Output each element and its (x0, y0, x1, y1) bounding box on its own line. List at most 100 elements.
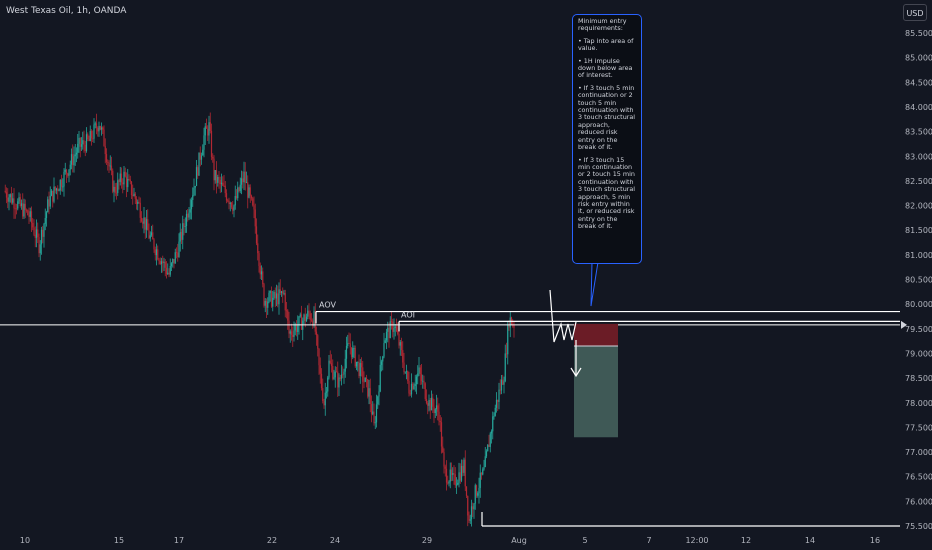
candle-body (249, 187, 251, 196)
candle-body (315, 331, 318, 336)
candle-body (244, 171, 246, 183)
candle-body (25, 209, 28, 211)
candle-body (54, 186, 56, 191)
candle-body (484, 456, 486, 468)
candle-body (38, 237, 40, 254)
candle-body (254, 209, 256, 227)
candle-body (123, 171, 125, 185)
candle-body (493, 415, 495, 417)
candle-body (118, 180, 120, 182)
time-tick-label: 17 (174, 536, 184, 545)
candle-body (20, 203, 23, 206)
candle-body (255, 226, 258, 244)
price-tick-label: 85.500 (905, 29, 932, 38)
price-tick-label: 75.500 (905, 522, 932, 531)
candle-body (40, 229, 43, 245)
currency-button[interactable]: USD (903, 4, 927, 21)
candle-body (504, 353, 506, 382)
candle-body (238, 187, 240, 192)
candle-body (137, 201, 139, 204)
candle-body (30, 211, 33, 223)
candle-body (395, 326, 398, 331)
price-tick-label: 84.500 (905, 78, 932, 87)
candle-body (243, 171, 245, 183)
candle-body (150, 232, 153, 236)
candle-body (183, 223, 185, 227)
price-tick-label: 76.500 (905, 473, 932, 482)
candle-body (69, 164, 71, 170)
candle-body (469, 519, 471, 521)
callout-heading: Minimum entry requirements: (578, 17, 627, 33)
candle-body (217, 177, 219, 183)
candle-body (355, 361, 358, 367)
price-axis[interactable]: 85.500 85.000 84.500 84.000 83.500 83.000 82.5… (905, 29, 932, 531)
candle-body (423, 380, 425, 384)
candle-body (43, 223, 45, 237)
candle-body (93, 124, 95, 139)
candle-body (62, 186, 64, 188)
candle-body (210, 130, 213, 157)
candle-body (380, 361, 383, 365)
candle-body (74, 154, 76, 157)
candle-body (72, 154, 74, 166)
time-tick-label: 15 (114, 536, 124, 545)
candle-body (443, 452, 445, 467)
candle-body (103, 129, 105, 147)
candle-body (503, 381, 505, 385)
candle-body (452, 473, 454, 475)
candle-body (372, 411, 374, 415)
candle-body (492, 416, 494, 432)
candle-body (203, 135, 205, 150)
candle-body (85, 134, 88, 152)
candle-body (159, 260, 161, 264)
candle-body (362, 367, 364, 382)
candle-body (370, 404, 373, 415)
candle-body (94, 123, 96, 125)
candle-body (130, 181, 133, 196)
candle-body (400, 342, 403, 351)
candle-body (429, 399, 431, 411)
candle-body (505, 353, 508, 355)
candle-body (145, 219, 148, 230)
candle-body (132, 195, 134, 196)
candle-body (19, 197, 21, 206)
candle-body (473, 503, 475, 510)
annotation-callout[interactable]: Minimum entry requirements: • Tap into a… (572, 14, 642, 264)
candle-body (278, 289, 280, 305)
candle-body (143, 217, 145, 224)
candle-body (272, 297, 274, 307)
candle-body (494, 407, 496, 416)
time-axis[interactable]: 10 15 17 22 24 29 Aug 5 7 12:00 12 14 16 (20, 536, 880, 545)
candle-body (60, 179, 63, 187)
candle-body (162, 261, 164, 263)
candle-body (498, 389, 500, 402)
candle-body (17, 201, 19, 209)
candle-body (435, 405, 438, 410)
candle-body (83, 140, 85, 145)
candle-body (379, 364, 381, 392)
stop-loss-zone (574, 323, 618, 347)
candle-body (225, 193, 228, 201)
candle-body (437, 405, 439, 412)
candle-body (242, 178, 244, 183)
candle-body (204, 126, 206, 136)
candle-body (448, 481, 450, 484)
candle-body (129, 179, 131, 182)
time-tick-label: 12:00 (685, 536, 708, 545)
candle-body (405, 371, 408, 373)
candle-body (394, 326, 396, 328)
price-tick-label: 81.000 (905, 251, 932, 260)
candle-body (472, 506, 474, 510)
candle-body (397, 330, 399, 334)
candle-body (384, 340, 386, 344)
price-tick-label: 79.000 (905, 349, 932, 358)
candle-body (324, 392, 326, 406)
candle-body (63, 171, 65, 187)
symbol-title[interactable]: West Texas Oil, 1h, OANDA (6, 6, 127, 16)
candle-body (508, 325, 510, 328)
candle-body (415, 376, 418, 385)
candle-body (227, 200, 229, 202)
candle-body (323, 401, 325, 406)
candle-body (467, 495, 469, 516)
